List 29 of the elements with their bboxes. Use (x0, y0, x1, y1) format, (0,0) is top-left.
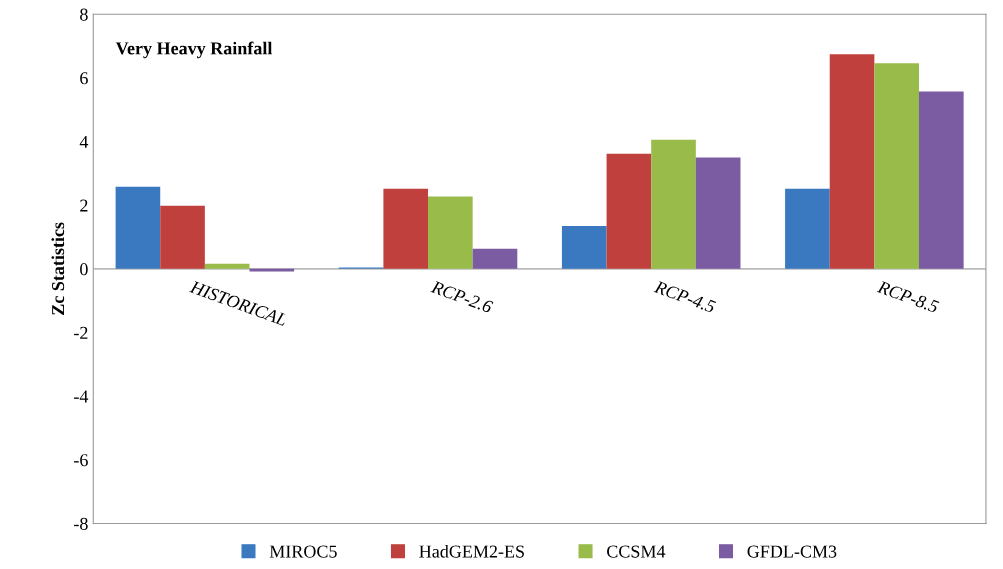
y-axis-title: Zc Statistics (51, 222, 65, 315)
bar (204, 263, 250, 269)
bar (695, 157, 741, 269)
bar (651, 139, 696, 269)
y-tick-label: 2 (80, 199, 88, 212)
bar (428, 196, 473, 269)
y-tick-label: 6 (80, 72, 88, 85)
legend-label: GFDL-CM3 (747, 545, 837, 558)
y-tick-label: -2 (74, 326, 88, 339)
y-tick-label: 8 (80, 8, 88, 21)
y-tick-label: -6 (74, 454, 88, 467)
text: Very Heavy Rainfall (115, 41, 273, 59)
y-tick-label: -8 (74, 517, 88, 530)
bar (606, 153, 652, 269)
bar (829, 54, 875, 269)
bar (785, 188, 830, 269)
y-tick-label: 0 (80, 263, 88, 276)
bar (919, 91, 964, 269)
bar (383, 188, 429, 269)
bar (561, 225, 607, 269)
bar (472, 248, 518, 269)
y-tick-label: -4 (74, 390, 89, 403)
bar (160, 205, 205, 269)
bar (874, 63, 919, 269)
bar (115, 186, 161, 269)
legend-label: CCSM4 (607, 545, 666, 558)
legend-label: HadGEM2-ES (419, 544, 524, 558)
legend-label: MIROC5 (269, 545, 337, 558)
y-tick-label: 4 (79, 135, 89, 148)
